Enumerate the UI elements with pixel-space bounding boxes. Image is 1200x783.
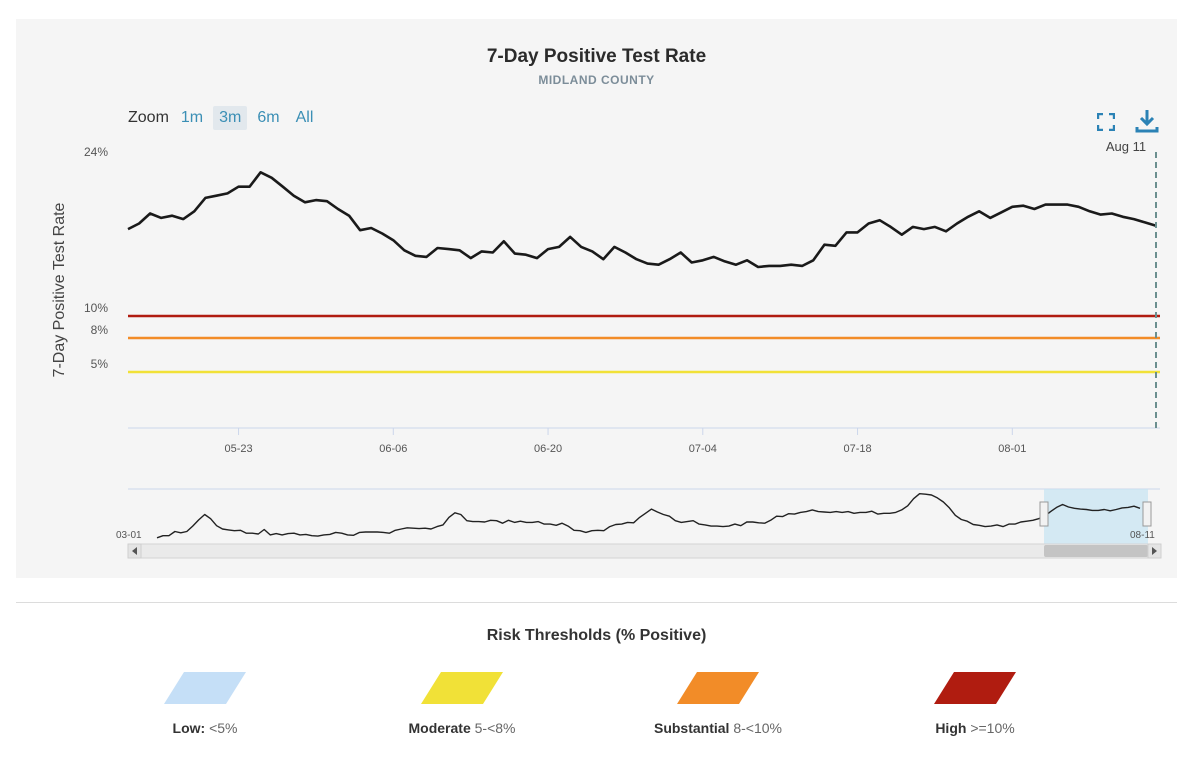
legend-range: 8-<10%: [733, 720, 782, 736]
legend-name: Substantial: [653, 720, 730, 736]
legend-swatch-substantial: [677, 672, 759, 704]
y-tick-label: 5%: [91, 357, 109, 371]
navigator-left-handle[interactable]: [1039, 501, 1049, 527]
y-tick-label: 8%: [91, 323, 109, 337]
legend-item-substantial: Substantial 8-<10%: [613, 672, 823, 736]
x-tick-label: 07-18: [843, 443, 871, 455]
chevron-right-icon: [1152, 547, 1157, 555]
scrollbar-thumb[interactable]: [1044, 545, 1148, 557]
scrollbar-track[interactable]: [127, 543, 1161, 559]
x-tick-label: 05-23: [224, 443, 252, 455]
legend-swatch-low: [164, 672, 246, 704]
legend-name: Low:: [172, 720, 206, 736]
zoom-all-button[interactable]: All: [295, 109, 314, 126]
chart-svg: 7-Day Positive Test Rate 5% 8% 10% 24% 05-2…: [51, 139, 1162, 559]
x-tick-label: 08-01: [998, 443, 1026, 455]
zoom-3m-button[interactable]: 3m: [213, 106, 248, 130]
chevron-left-icon: [132, 547, 137, 555]
fullscreen-icon[interactable]: [1097, 113, 1115, 131]
navigator-end-label: 08-11: [1130, 530, 1155, 541]
navigator-start-label: 03-01: [116, 530, 142, 541]
legend-title: Risk Thresholds (% Positive): [486, 627, 707, 644]
legend-name: Moderate: [408, 720, 471, 736]
x-tick-label: 06-06: [379, 443, 407, 455]
legend-name: High: [935, 720, 967, 736]
zoom-1m-button[interactable]: 1m: [180, 109, 204, 126]
x-tick-label: 07-04: [689, 443, 717, 455]
y-tick-label: 24%: [84, 145, 108, 159]
zoom-6m-button[interactable]: 6m: [257, 109, 280, 126]
y-axis-title: 7-Day Positive Test Rate: [51, 202, 68, 377]
zoom-label: Zoom: [128, 109, 169, 126]
zoom-bar: Zoom 1m 3m 6m All: [128, 106, 323, 130]
y-tick-label: 10%: [84, 301, 108, 315]
legend-item-high: High >=10%: [870, 672, 1080, 736]
legend-range: <5%: [209, 720, 238, 736]
download-icon[interactable]: [1134, 108, 1160, 134]
legend-swatch-high: [934, 672, 1016, 704]
navigator-line: [156, 493, 1141, 539]
x-tick-label: 06-20: [534, 443, 562, 455]
legend-item-low: Low: <5%: [100, 672, 310, 736]
chart-subtitle: MIDLAND COUNTY: [538, 73, 655, 87]
legend-range: >=10%: [970, 720, 1015, 736]
series-line: [127, 171, 1157, 269]
crosshair-label: Aug 11: [1106, 139, 1146, 154]
legend-swatch-moderate: [421, 672, 503, 704]
navigator-selection[interactable]: [1044, 489, 1148, 544]
legend-divider: [16, 602, 1177, 603]
chart-panel: [16, 19, 1177, 578]
legend-range: 5-<8%: [474, 720, 516, 736]
chart-title: 7-Day Positive Test Rate: [486, 46, 707, 67]
legend-item-moderate: Moderate 5-<8%: [357, 672, 567, 736]
navigator-right-handle[interactable]: [1142, 501, 1152, 527]
